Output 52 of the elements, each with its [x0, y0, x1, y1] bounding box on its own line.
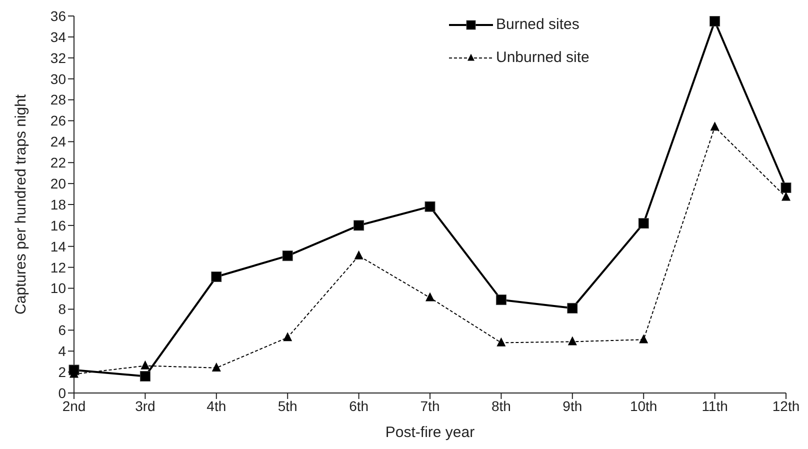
x-axis-title: Post-fire year — [385, 424, 475, 441]
y-tick-label: 32 — [50, 50, 66, 66]
x-tick-label: 7th — [420, 398, 440, 414]
y-tick-label: 12 — [50, 259, 66, 276]
point — [426, 292, 434, 302]
y-tick-label: 4 — [58, 343, 66, 360]
legend-label: Unburned site — [496, 49, 590, 66]
y-tick-label: 8 — [58, 301, 66, 318]
x-tick-label: 10th — [630, 398, 658, 414]
point — [639, 334, 648, 344]
point — [710, 122, 720, 131]
y-tick-label: 2 — [58, 364, 66, 380]
x-tick-label: 8th — [491, 398, 511, 414]
point — [211, 272, 222, 282]
point — [568, 336, 577, 346]
y-tick-label: 22 — [50, 154, 66, 171]
y-tick-label: 18 — [50, 196, 66, 212]
point — [567, 302, 578, 314]
y-tick-label: 36 — [50, 8, 66, 24]
x-tick-label: 3rd — [135, 398, 156, 414]
point — [496, 294, 506, 306]
x-tick-label: 12th — [772, 398, 800, 414]
point — [710, 16, 720, 26]
legend-label: Burned sites — [496, 16, 580, 33]
point — [354, 250, 364, 260]
point — [212, 362, 221, 372]
x-tick-label: 9th — [562, 398, 582, 414]
y-axis-title: Captures per hundred traps night — [12, 94, 30, 314]
y-tick-label: 30 — [50, 70, 66, 87]
x-tick-label: 4th — [206, 398, 226, 414]
point — [354, 220, 364, 231]
point — [282, 250, 293, 262]
y-tick-label: 28 — [50, 92, 66, 108]
point — [638, 218, 649, 229]
point — [424, 201, 436, 212]
y-tick-label: 6 — [58, 322, 66, 338]
point — [140, 360, 150, 370]
y-tick-label: 26 — [50, 112, 66, 129]
y-tick-label: 10 — [50, 280, 66, 296]
point — [140, 370, 150, 382]
x-tick-label: 11th — [702, 398, 728, 414]
y-tick-label: 14 — [50, 238, 66, 254]
y-tick-label: 20 — [50, 176, 66, 192]
y-tick-label: 16 — [50, 217, 66, 234]
x-tick-label: 5th — [278, 398, 298, 414]
point — [780, 182, 792, 193]
y-tick-label: 24 — [50, 134, 66, 150]
y-tick-label: 34 — [50, 28, 66, 45]
point — [782, 192, 790, 201]
x-tick-label: 6th — [349, 398, 369, 414]
point — [496, 337, 506, 346]
point — [283, 332, 292, 342]
